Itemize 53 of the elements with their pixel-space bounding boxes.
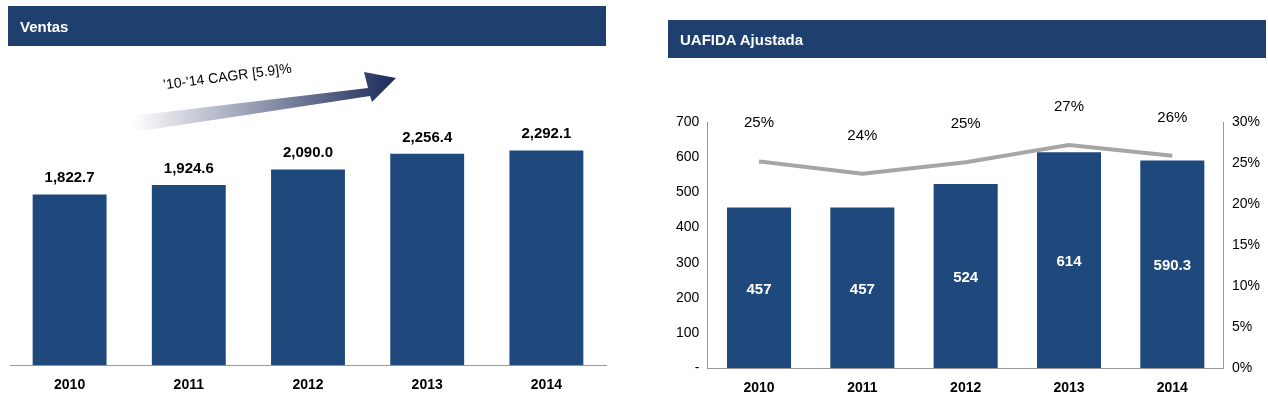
y2-tick-label: 20% bbox=[1231, 194, 1261, 211]
data-label: 1,924.6 bbox=[163, 158, 214, 176]
y2-tick-label: 25% bbox=[1231, 153, 1261, 170]
data-label: 457 bbox=[746, 279, 772, 297]
data-label: 25% bbox=[744, 113, 775, 131]
y-tick-label: 100 bbox=[676, 323, 700, 340]
bar bbox=[151, 184, 226, 366]
bar bbox=[509, 150, 584, 366]
data-label: 2,256.4 bbox=[402, 127, 453, 145]
bar bbox=[390, 153, 465, 366]
x-tick-label: 2012 bbox=[292, 376, 324, 393]
text: '10-'14 CAGR [5.9]% bbox=[162, 59, 293, 93]
bar bbox=[726, 207, 792, 369]
data-label: 2,090.0 bbox=[282, 143, 334, 161]
data-label: 614 bbox=[1056, 252, 1083, 270]
bar bbox=[830, 207, 895, 369]
y-tick-label: 200 bbox=[676, 288, 700, 305]
x-tick-label: 2011 bbox=[173, 376, 205, 393]
y-tick-label: - bbox=[694, 359, 700, 376]
y-tick-label: 400 bbox=[676, 218, 700, 235]
x-tick-label: 2014 bbox=[1156, 379, 1189, 396]
y2-tick-label: 15% bbox=[1231, 235, 1261, 252]
x-tick-label: 2013 bbox=[1053, 379, 1085, 396]
y-tick-label: 600 bbox=[676, 148, 700, 165]
bar bbox=[32, 194, 107, 366]
data-label: 26% bbox=[1157, 107, 1188, 125]
y2-tick-label: 0% bbox=[1231, 359, 1253, 376]
data-label: 1,822.7 bbox=[44, 168, 95, 186]
x-tick-label: 2013 bbox=[411, 376, 443, 393]
x-tick-label: 2014 bbox=[530, 376, 563, 393]
bar bbox=[271, 169, 345, 366]
data-label: 524 bbox=[953, 268, 979, 286]
y-tick-label: 500 bbox=[676, 183, 700, 200]
y2-tick-label: 30% bbox=[1231, 112, 1261, 129]
bar bbox=[933, 183, 998, 369]
y2-tick-label: 5% bbox=[1231, 318, 1253, 335]
x-tick-label: 2012 bbox=[950, 379, 982, 396]
data-label: 2,292.1 bbox=[521, 124, 572, 142]
x-tick-label: 2010 bbox=[743, 379, 775, 396]
x-tick-label: 2011 bbox=[847, 379, 878, 396]
data-label: 25% bbox=[950, 114, 981, 132]
data-label: 24% bbox=[847, 125, 878, 143]
y-tick-label: 700 bbox=[676, 112, 700, 129]
y-tick-label: 300 bbox=[676, 253, 700, 270]
bar bbox=[1036, 152, 1102, 369]
data-label: 590.3 bbox=[1153, 256, 1192, 274]
chart-title: Ventas bbox=[8, 6, 606, 46]
data-label: 457 bbox=[849, 279, 875, 297]
chart-title: UAFIDA Ajustada bbox=[668, 20, 1266, 58]
data-label: 27% bbox=[1053, 96, 1085, 114]
y2-tick-label: 10% bbox=[1231, 276, 1261, 293]
bar bbox=[1140, 160, 1205, 369]
x-tick-label: 2010 bbox=[54, 376, 86, 393]
